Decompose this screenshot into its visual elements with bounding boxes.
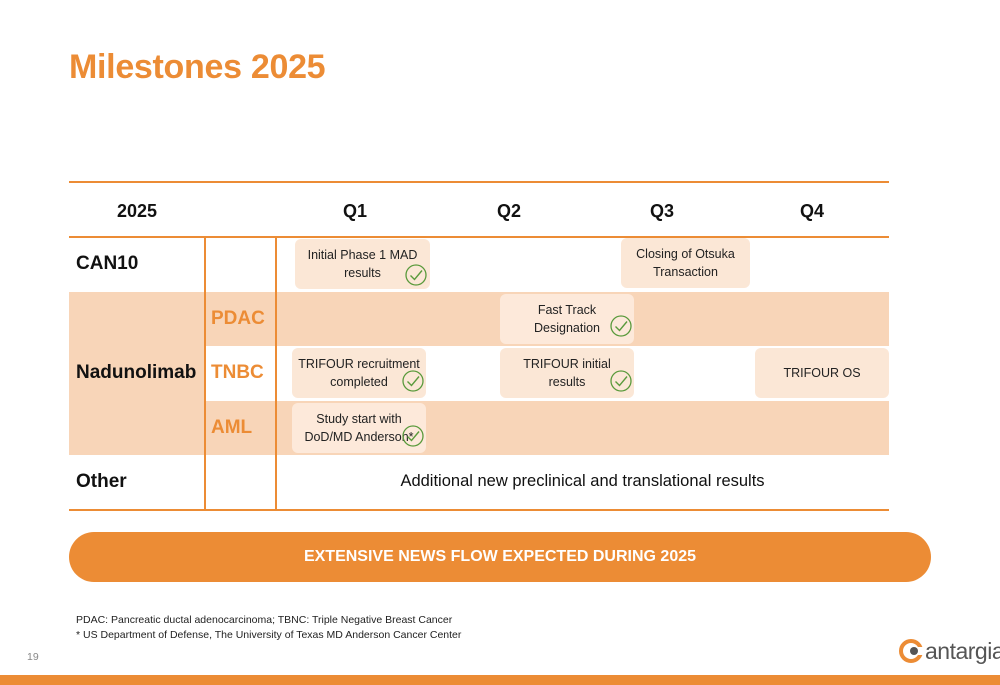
header-q1: Q1: [342, 201, 367, 221]
column-divider-1: [204, 236, 206, 510]
other-row-text: Additional new preclinical and translati…: [400, 472, 765, 490]
cantargia-logo: antargia: [898, 636, 1000, 666]
footnote-asterisk: * US Department of Defense, The Universi…: [76, 629, 462, 641]
header-q2: Q2: [496, 201, 521, 221]
milestone-tnbc-q1: TRIFOUR recruitment completed: [292, 348, 426, 398]
milestone-tnbc-q4: TRIFOUR OS: [755, 348, 889, 398]
logo-wordmark: antargia: [925, 637, 1000, 664]
column-divider-2: [275, 236, 277, 510]
table-bottom-rule: [69, 509, 889, 511]
row-label-nadunolimab: Nadunolimab: [76, 362, 197, 383]
checkmark-icon: [405, 264, 427, 286]
checkmark-icon: [610, 315, 632, 337]
milestone-can10-q3: Closing of Otsuka Transaction: [621, 238, 750, 288]
header-rule: [69, 236, 889, 238]
nadunolimab-label-band: [69, 292, 205, 455]
cantargia-logo-icon: [899, 639, 924, 663]
bottom-accent-bar: [0, 675, 1000, 685]
milestones-table: 2025 Q1 Q2 Q3 Q4 CAN10 Nadunolimab Other…: [69, 181, 889, 511]
header-q4: Q4: [799, 201, 824, 221]
sub-label-tnbc: TNBC: [211, 362, 264, 383]
row-label-can10: CAN10: [76, 253, 139, 274]
news-flow-banner: EXTENSIVE NEWS FLOW EXPECTED DURING 2025: [69, 532, 931, 582]
milestone-aml-q1: Study start with DoD/MD Anderson*: [292, 403, 426, 453]
checkmark-icon: [402, 370, 424, 392]
footnote-abbreviations: PDAC: Pancreatic ductal adenocarcinoma; …: [76, 614, 453, 626]
milestone-tnbc-q2: TRIFOUR initial results: [500, 348, 634, 398]
checkmark-icon: [610, 370, 632, 392]
row-label-other: Other: [76, 471, 127, 492]
page-title: Milestones 2025: [69, 48, 326, 86]
sub-label-aml: AML: [211, 417, 253, 438]
milestone-pdac-q2: Fast Track Designation: [500, 294, 634, 344]
header-year: 2025: [116, 201, 158, 221]
checkmark-icon: [402, 425, 424, 447]
table-top-rule: [69, 181, 889, 183]
sub-label-pdac: PDAC: [211, 308, 265, 329]
header-q3: Q3: [649, 201, 674, 221]
page-number: 19: [27, 651, 39, 663]
